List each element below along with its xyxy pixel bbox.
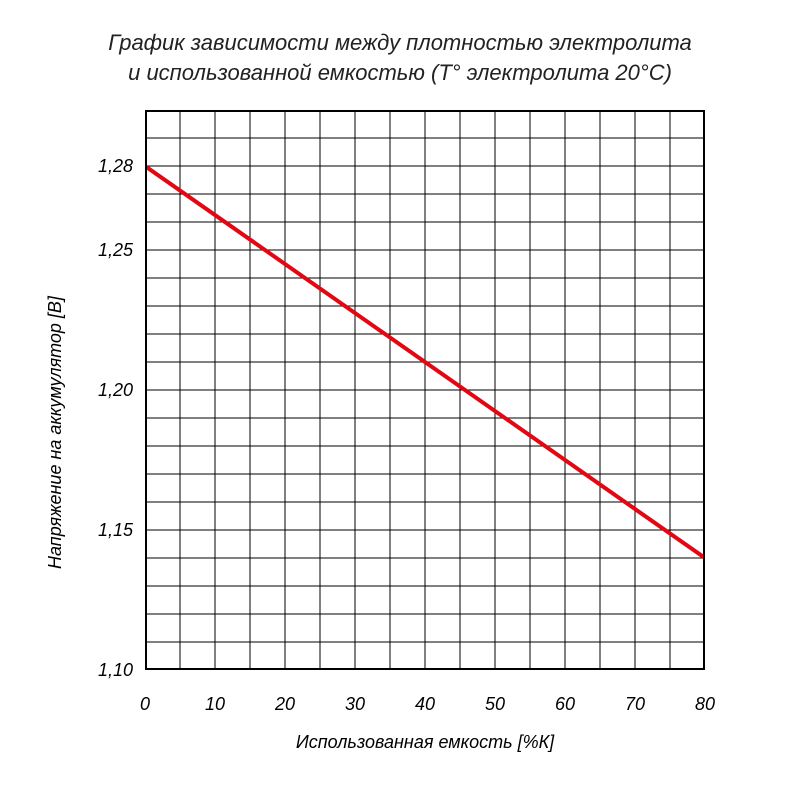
- x-tick-label: 0: [125, 694, 165, 715]
- y-tick-label: 1,28: [73, 156, 133, 177]
- x-tick-label: 50: [475, 694, 515, 715]
- y-tick-label: 1,15: [73, 520, 133, 541]
- x-tick-label: 20: [265, 694, 305, 715]
- x-tick-label: 40: [405, 694, 445, 715]
- page: График зависимости между плотностью элек…: [0, 0, 800, 800]
- y-tick-label: 1,10: [73, 660, 133, 681]
- chart-title-line2: и использованной емкостью (T° электролит…: [128, 60, 672, 85]
- chart-title-line1: График зависимости между плотностью элек…: [108, 30, 692, 55]
- x-tick-label: 70: [615, 694, 655, 715]
- y-tick-label: 1,25: [73, 240, 133, 261]
- plot-border: [145, 110, 705, 670]
- x-tick-label: 60: [545, 694, 585, 715]
- y-tick-label: 1,20: [73, 380, 133, 401]
- x-tick-label: 80: [685, 694, 725, 715]
- x-axis-label: Использованная емкость [%К]: [145, 732, 705, 753]
- chart-title: График зависимости между плотностью элек…: [0, 28, 800, 87]
- y-axis-label: Напряжение на аккумулятор [В]: [45, 296, 66, 569]
- x-tick-label: 30: [335, 694, 375, 715]
- plot-area: [145, 110, 705, 670]
- x-tick-label: 10: [195, 694, 235, 715]
